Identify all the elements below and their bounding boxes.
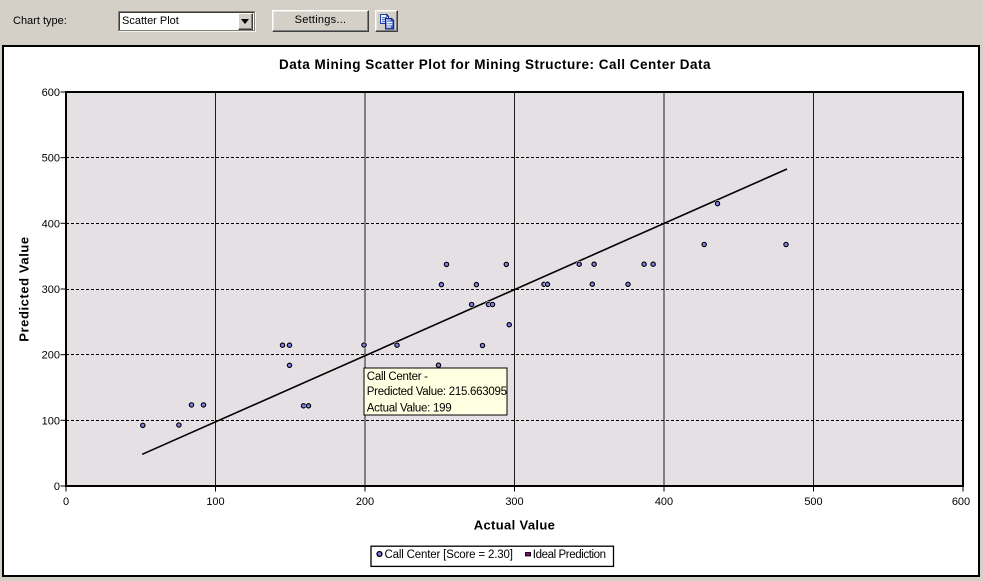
svg-text:Call Center [Score = 2.30]: Call Center [Score = 2.30] [385, 549, 513, 561]
svg-text:400: 400 [655, 496, 673, 508]
svg-text:500: 500 [804, 496, 822, 508]
svg-text:Ideal Prediction: Ideal Prediction [533, 549, 606, 561]
svg-text:600: 600 [952, 496, 970, 508]
svg-text:Data Mining Scatter Plot for M: Data Mining Scatter Plot for Mining Stru… [279, 57, 711, 72]
svg-text:Actual Value: 199: Actual Value: 199 [367, 402, 452, 414]
svg-text:Predicted Value: 215.663095: Predicted Value: 215.663095 [367, 386, 507, 398]
svg-text:Predicted Value: Predicted Value [17, 236, 32, 341]
svg-text:Call Center -: Call Center - [367, 371, 428, 383]
svg-text:100: 100 [42, 415, 60, 427]
svg-text:0: 0 [63, 496, 69, 508]
svg-text:200: 200 [42, 350, 60, 362]
svg-text:200: 200 [356, 496, 374, 508]
svg-text:100: 100 [206, 496, 224, 508]
svg-text:Actual Value: Actual Value [474, 518, 556, 533]
svg-text:300: 300 [505, 496, 523, 508]
svg-text:600: 600 [42, 87, 60, 99]
svg-text:400: 400 [42, 218, 60, 230]
svg-text:0: 0 [54, 481, 60, 493]
svg-text:500: 500 [42, 153, 60, 165]
svg-text:300: 300 [42, 284, 60, 296]
